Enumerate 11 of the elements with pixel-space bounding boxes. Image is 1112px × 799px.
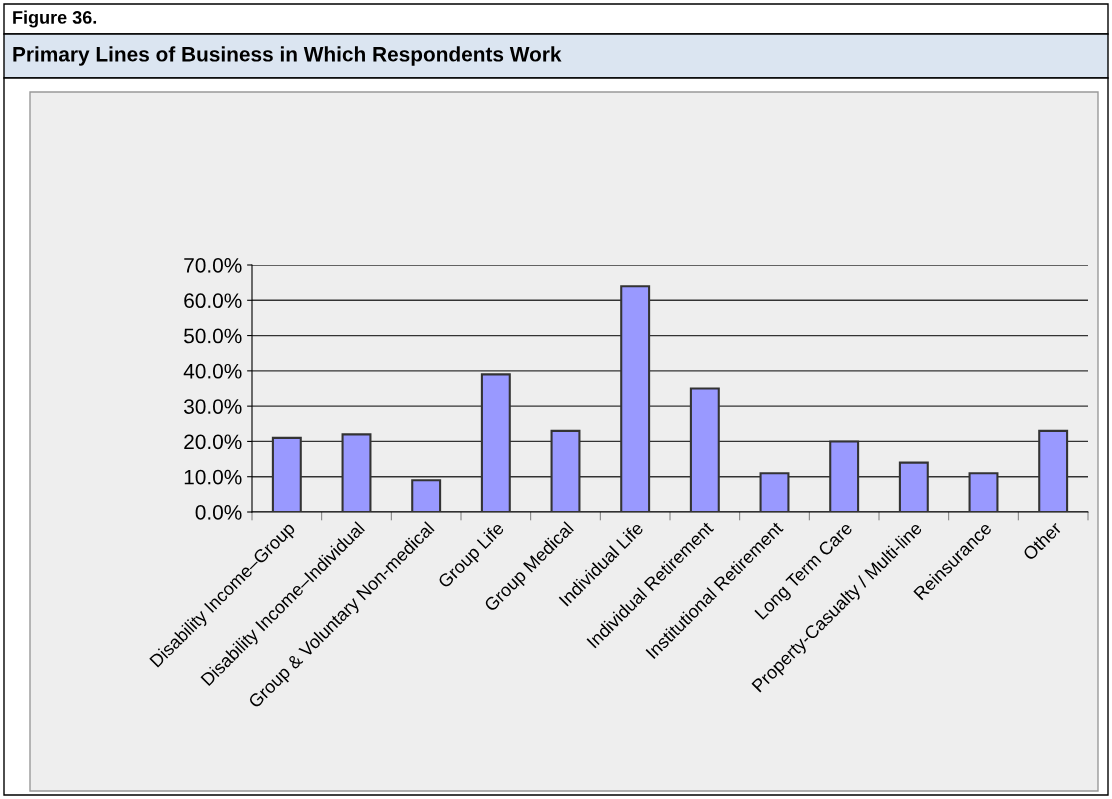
y-tick-label: 50.0%: [184, 328, 242, 344]
y-tick-label: 60.0%: [184, 293, 242, 309]
y-tick-label: 0.0%: [195, 505, 242, 520]
chart-title: Primary Lines of Business in Which Respondents Work: [13, 46, 562, 66]
y-tick-label: 40.0%: [183, 363, 242, 379]
y-tick-label: 70.0%: [184, 258, 242, 273]
y-tick-label: 10.0%: [184, 469, 242, 485]
y-tick-label: 30.0%: [184, 399, 242, 414]
bar: [411, 479, 442, 512]
y-tick-label: 20.0%: [184, 434, 242, 450]
caption: Figure 36.: [13, 10, 97, 28]
